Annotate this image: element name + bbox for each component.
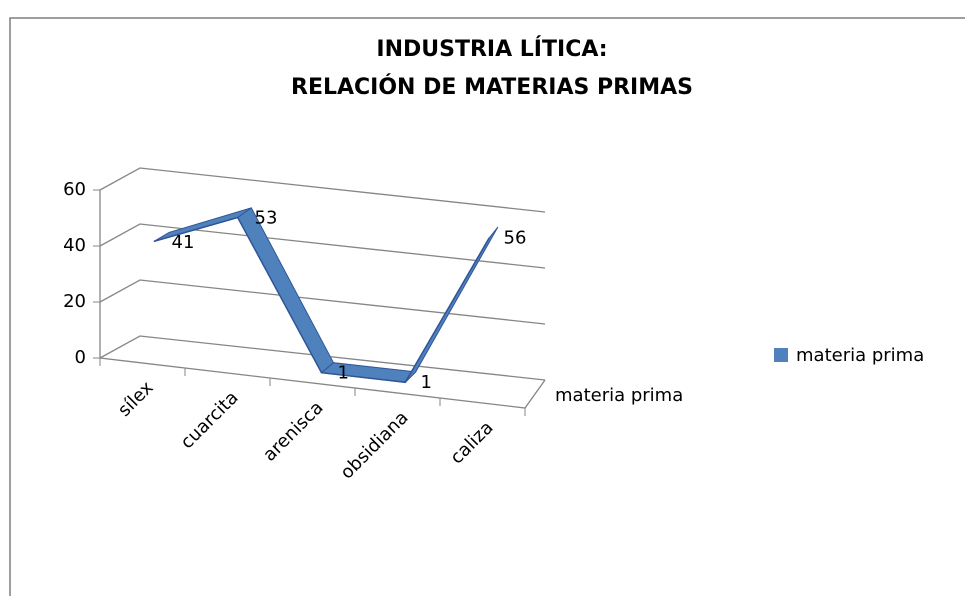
grid-line — [99, 279, 546, 325]
x-tick-label: arenisca — [259, 397, 327, 465]
legend-label: materia prima — [796, 345, 924, 366]
line-ribbon — [153, 207, 252, 242]
y-tick-label: 40 — [63, 235, 86, 256]
y-tick-label: 60 — [63, 179, 86, 200]
data-label: 56 — [504, 228, 527, 249]
x-tick-label: caliza — [446, 417, 497, 468]
grid-line — [99, 223, 546, 269]
data-label: 41 — [172, 232, 195, 253]
x-tick-label: sílex — [114, 377, 158, 421]
chart-title: RELACIÓN DE MATERIAS PRIMAS — [291, 74, 693, 100]
line — [153, 216, 490, 384]
data-label: 53 — [255, 208, 278, 229]
depth-axis-label: materia prima — [555, 385, 683, 406]
data-label: 1 — [421, 372, 432, 393]
y-tick-label: 0 — [75, 347, 86, 368]
chart-title: INDUSTRIA LÍTICA: — [376, 36, 607, 62]
x-tick-label: obsidiana — [336, 407, 412, 483]
data-label: 1 — [338, 363, 349, 384]
legend-swatch — [774, 348, 788, 362]
grid-line — [99, 167, 546, 213]
chart-frame — [9, 17, 965, 596]
x-tick-label: cuarcita — [177, 387, 243, 453]
grid-line — [99, 335, 546, 381]
y-tick-label: 20 — [63, 291, 86, 312]
line-ribbon — [320, 362, 417, 383]
